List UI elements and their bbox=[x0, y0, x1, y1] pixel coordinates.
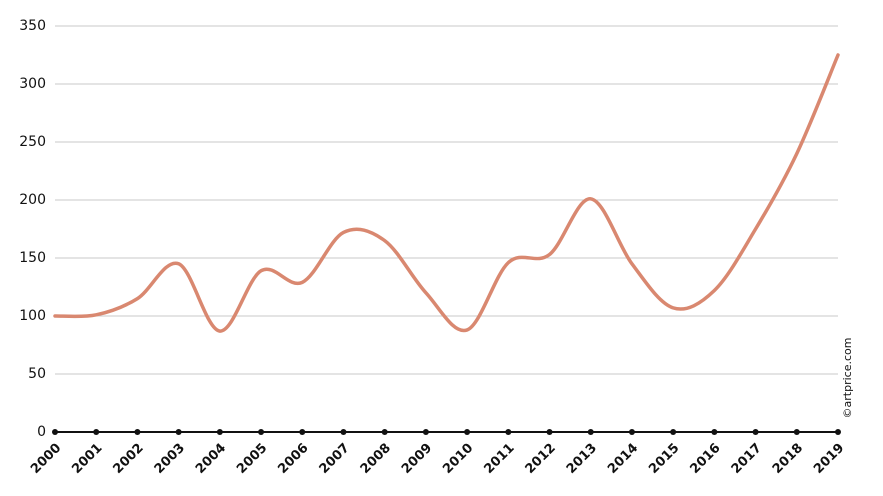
y-tick-label: 300 bbox=[19, 76, 46, 92]
x-tick-dot bbox=[752, 429, 759, 435]
x-tick-dot bbox=[793, 429, 800, 435]
x-tick-dot bbox=[711, 429, 718, 435]
x-tick-label: 2003 bbox=[152, 441, 188, 477]
y-tick-label: 100 bbox=[19, 308, 46, 324]
source-note: ©artprice.com bbox=[841, 338, 854, 419]
x-tick-dot bbox=[670, 429, 677, 435]
x-tick-label: 2016 bbox=[687, 441, 723, 477]
x-tick-label: 2005 bbox=[234, 441, 270, 477]
x-tick-dot bbox=[628, 429, 635, 435]
x-tick-dot bbox=[422, 429, 429, 435]
x-tick-dot bbox=[216, 429, 223, 435]
x-tick-label: 2013 bbox=[564, 441, 600, 477]
x-tick-label: 2019 bbox=[811, 441, 847, 477]
x-tick-dot bbox=[835, 429, 841, 435]
x-tick-label: 2012 bbox=[523, 441, 559, 477]
x-tick-dot bbox=[464, 429, 471, 435]
x-tick-label: 2018 bbox=[770, 441, 806, 477]
x-tick-dot bbox=[175, 429, 182, 435]
x-tick-label: 2002 bbox=[111, 441, 147, 477]
y-tick-label: 0 bbox=[37, 424, 46, 440]
x-tick-label: 2017 bbox=[729, 441, 765, 477]
y-tick-label: 250 bbox=[19, 134, 46, 150]
x-tick-dot bbox=[52, 429, 58, 435]
y-tick-label: 350 bbox=[19, 18, 46, 34]
y-tick-label: 200 bbox=[19, 192, 46, 208]
y-tick-label: 150 bbox=[19, 250, 46, 266]
x-tick-dot bbox=[258, 429, 265, 435]
x-tick-dot bbox=[340, 429, 347, 435]
x-tick-label: 2010 bbox=[440, 441, 476, 477]
series-line bbox=[53, 53, 840, 333]
x-tick-label: 2008 bbox=[358, 441, 394, 477]
x-tick-label: 2011 bbox=[481, 441, 517, 477]
x-tick-dot bbox=[505, 429, 512, 435]
x-tick-dot bbox=[381, 429, 388, 435]
x-tick-label: 2014 bbox=[605, 441, 641, 477]
x-tick-label: 2009 bbox=[399, 441, 435, 477]
x-tick-label: 2001 bbox=[69, 441, 105, 477]
x-tick-dot bbox=[93, 429, 100, 435]
x-tick-dot bbox=[587, 429, 594, 435]
x-tick-label: 2015 bbox=[646, 441, 682, 477]
x-tick-dot bbox=[134, 429, 141, 435]
y-tick-label: 50 bbox=[28, 366, 46, 382]
x-tick-label: 2004 bbox=[193, 441, 229, 477]
x-tick-dot bbox=[546, 429, 553, 435]
x-tick-label: 2007 bbox=[317, 441, 353, 477]
x-tick-label: 2006 bbox=[275, 441, 311, 477]
x-tick-dot bbox=[299, 429, 306, 435]
x-tick-label: 2000 bbox=[28, 441, 64, 477]
